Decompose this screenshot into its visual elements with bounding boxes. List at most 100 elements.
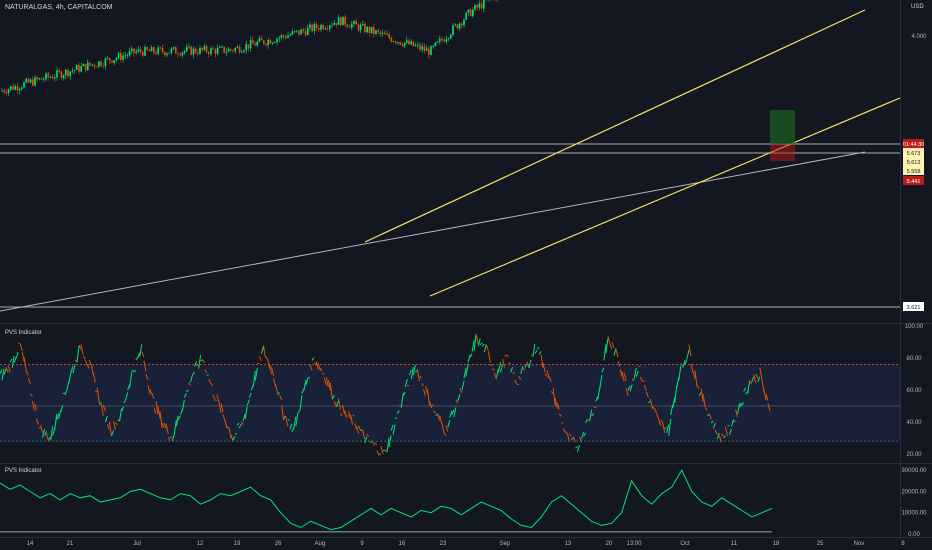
candle-body	[153, 47, 155, 53]
indicator-1-segment	[133, 370, 137, 373]
indicator-1-segment	[589, 409, 593, 422]
candle-body	[155, 52, 157, 54]
indicator-1-segment	[429, 401, 433, 409]
indicator-1-segment	[508, 362, 511, 365]
candle-body	[232, 50, 234, 52]
candle-body	[175, 47, 177, 54]
indicator-1-segment	[202, 359, 206, 364]
indicator-1-tick: 100.00	[905, 324, 924, 330]
candle-body	[249, 40, 252, 49]
price-label: 5.673	[907, 151, 921, 157]
candle-body	[417, 44, 419, 46]
candle-body	[3, 90, 5, 93]
candle-body	[164, 52, 166, 56]
indicator-1-segment	[437, 413, 441, 421]
indicator-1-segment	[200, 359, 203, 362]
indicator-1-segment	[181, 399, 185, 412]
indicator-1-segment	[218, 400, 222, 414]
indicator-1-segment	[607, 335, 611, 344]
x-tick-label: 18	[773, 541, 780, 547]
candle-body	[45, 73, 47, 80]
candle-body	[399, 42, 401, 45]
candle-body	[212, 48, 214, 50]
indicator-1-segment	[216, 394, 220, 402]
x-tick-label: Oct	[680, 541, 690, 547]
candle-body	[115, 58, 118, 61]
indicator-1-segment	[31, 400, 35, 412]
indicator-1-segment	[445, 425, 449, 432]
indicator-1-segment	[242, 413, 246, 421]
indicator-1-segment	[566, 433, 570, 442]
indicator-1-segment	[421, 383, 424, 387]
indicator-1-segment	[246, 399, 250, 406]
indicator-1-segment	[40, 425, 44, 433]
indicator-1-segment	[396, 410, 400, 415]
indicator-1-segment	[165, 423, 169, 435]
indicator-1-segment	[252, 370, 256, 387]
x-tick-label: Sep	[500, 541, 511, 547]
indicator-1-segment	[591, 413, 595, 417]
candle-body	[296, 30, 298, 32]
candle-body	[172, 47, 175, 49]
indicator-1-segment	[707, 414, 710, 416]
indicator-1-segment	[262, 345, 266, 358]
candle-body	[137, 49, 140, 52]
candle-body	[324, 28, 327, 30]
candle-body	[337, 17, 340, 25]
candle-body	[102, 65, 104, 67]
candle-body	[412, 41, 415, 47]
candle-body	[271, 42, 274, 44]
indicator-1-segment	[78, 344, 82, 350]
indicator-1-segment	[506, 354, 509, 357]
candle-body	[5, 92, 8, 94]
indicator-1-segment	[649, 398, 653, 409]
candle-body	[113, 60, 115, 63]
indicator-1-segment	[542, 362, 546, 373]
candle-body	[463, 19, 465, 26]
candle-body	[346, 24, 349, 27]
indicator-1-segment	[473, 334, 477, 351]
candle-body	[263, 40, 265, 44]
candle-body	[16, 86, 19, 91]
price-label: 5.558	[907, 169, 921, 175]
indicator-1-segment	[737, 403, 741, 415]
candle-body	[329, 25, 331, 29]
candle-body	[326, 28, 329, 30]
indicator-1-segment	[46, 433, 50, 442]
candle-body	[18, 88, 21, 91]
candle-body	[150, 47, 153, 52]
indicator-1-segment	[277, 392, 281, 396]
indicator-1-segment	[151, 393, 155, 400]
indicator-1-segment	[512, 371, 515, 375]
indicator-1-segment	[497, 361, 501, 373]
indicator-1-segment	[108, 421, 112, 436]
indicator-1-segment	[550, 390, 554, 395]
candle-body	[32, 79, 34, 86]
indicator-1-segment	[70, 366, 74, 373]
candle-body	[379, 31, 382, 34]
candle-body	[93, 64, 96, 67]
indicator-1-segment	[704, 406, 708, 411]
x-tick-label: 11	[731, 541, 738, 547]
indicator-1-segment	[341, 404, 345, 415]
indicator-1-segment	[629, 384, 633, 392]
candle-body	[359, 25, 362, 31]
x-tick-label: 25	[817, 541, 824, 547]
indicator-1-segment	[44, 431, 48, 436]
indicator-1-segment	[674, 385, 678, 403]
candle-body	[183, 50, 186, 53]
candle-body	[406, 40, 408, 43]
indicator-1-segment	[753, 374, 757, 384]
candle-body	[287, 35, 289, 39]
indicator-1-segment	[384, 450, 388, 453]
indicator-1-segment	[678, 365, 682, 381]
indicator-1-segment	[112, 421, 116, 431]
indicator-1-segment	[358, 425, 362, 431]
candle-body	[91, 64, 93, 66]
indicator-1-segment	[98, 402, 102, 405]
y-tick-label: 4.500	[911, 0, 927, 1]
indicator-1-segment	[731, 418, 735, 427]
indicator-1-segment	[275, 384, 279, 394]
indicator-1-segment	[710, 420, 714, 424]
